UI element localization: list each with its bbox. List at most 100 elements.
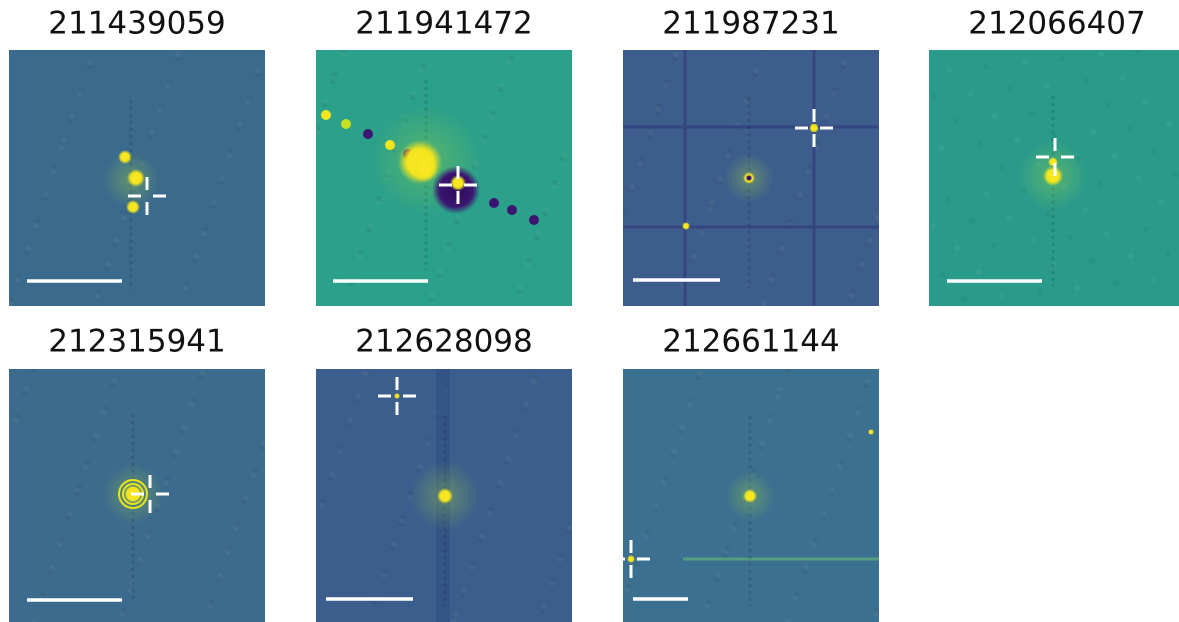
noise — [847, 433, 853, 439]
noise — [245, 98, 251, 104]
noise — [1022, 59, 1028, 65]
noise — [858, 265, 864, 271]
noise — [664, 79, 670, 85]
noise — [57, 541, 63, 547]
noise — [715, 573, 721, 579]
dot — [507, 205, 517, 215]
noise — [1029, 110, 1035, 116]
noise — [954, 245, 960, 251]
noise — [102, 406, 108, 412]
noise — [976, 269, 982, 275]
noise — [560, 156, 566, 162]
noise — [535, 231, 541, 237]
noise — [752, 71, 758, 77]
noise — [672, 55, 678, 61]
noise — [255, 68, 261, 74]
dot — [363, 129, 373, 139]
noise — [122, 211, 128, 217]
noise — [699, 230, 705, 236]
noise — [34, 219, 40, 225]
source — [394, 393, 400, 399]
noise — [768, 414, 774, 420]
image-panel — [9, 50, 265, 306]
noise — [137, 557, 143, 563]
noise — [216, 576, 222, 582]
noise — [158, 103, 164, 109]
noise — [841, 60, 847, 66]
noise — [43, 192, 49, 198]
noise — [201, 230, 207, 236]
noise — [770, 273, 776, 279]
noise — [634, 560, 640, 566]
noise — [829, 487, 835, 493]
noise — [24, 249, 30, 255]
noise — [357, 253, 363, 259]
noise — [136, 560, 142, 566]
noise — [716, 179, 722, 185]
noise — [850, 289, 856, 295]
noise — [822, 117, 828, 123]
noise — [1135, 50, 1141, 54]
noise — [797, 192, 803, 198]
noise — [9, 297, 14, 303]
noise — [410, 94, 416, 100]
noise — [1105, 102, 1111, 108]
panel-title: 212628098 — [355, 324, 533, 360]
noise — [1112, 153, 1118, 159]
source — [1043, 166, 1063, 186]
noise — [840, 63, 846, 69]
noise — [1128, 253, 1134, 259]
source — [627, 555, 635, 563]
noise — [812, 538, 818, 544]
noise — [86, 63, 92, 69]
noise — [671, 449, 677, 455]
source — [450, 175, 466, 191]
noise — [776, 390, 782, 396]
noise — [354, 397, 360, 403]
noise — [626, 584, 632, 590]
noise — [1083, 78, 1089, 84]
source — [127, 169, 145, 187]
noise — [977, 140, 983, 146]
noise — [104, 265, 110, 271]
noise — [364, 369, 370, 373]
image-panel — [9, 369, 265, 622]
noise — [655, 106, 661, 112]
noise — [953, 118, 959, 124]
noise — [436, 272, 442, 278]
noise — [329, 472, 335, 478]
noise — [254, 71, 260, 77]
noise — [865, 379, 871, 385]
noise — [446, 242, 452, 248]
noise — [1007, 86, 1013, 92]
noise — [426, 437, 432, 443]
noise — [376, 196, 382, 202]
noise — [837, 463, 843, 469]
noise — [709, 200, 715, 206]
noise — [794, 592, 800, 598]
noise — [623, 211, 626, 217]
noise — [339, 51, 345, 57]
noise — [33, 222, 39, 228]
noise — [724, 546, 730, 552]
noise — [838, 460, 844, 466]
noise — [77, 90, 83, 96]
noise — [1098, 51, 1104, 57]
noise — [399, 518, 405, 524]
noise — [806, 165, 812, 171]
noise — [488, 507, 494, 513]
noise — [320, 499, 326, 505]
noise — [646, 133, 652, 139]
noise — [517, 285, 523, 291]
noise — [461, 588, 467, 594]
noise — [411, 91, 417, 97]
noise — [400, 515, 406, 521]
noise — [174, 55, 180, 61]
noise — [219, 176, 225, 182]
noise — [478, 537, 484, 543]
panel-title: 211941472 — [355, 6, 533, 42]
noise — [1045, 210, 1051, 216]
noise — [76, 484, 82, 490]
noise — [469, 564, 475, 570]
noise — [662, 476, 668, 482]
